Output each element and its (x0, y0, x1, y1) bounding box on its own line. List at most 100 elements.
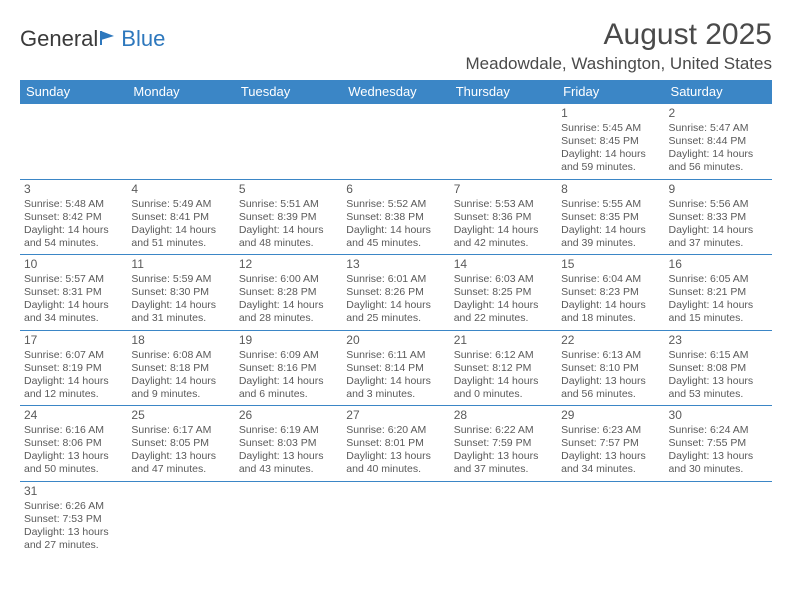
daylight-text: and 25 minutes. (346, 312, 445, 325)
daylight-text: and 0 minutes. (454, 388, 553, 401)
sunrise-text: Sunrise: 6:15 AM (669, 349, 768, 362)
daylight-text: Daylight: 13 hours (561, 375, 660, 388)
calendar-day-cell: 28Sunrise: 6:22 AMSunset: 7:59 PMDayligh… (450, 406, 557, 481)
daylight-text: Daylight: 14 hours (346, 299, 445, 312)
daylight-text: and 12 minutes. (24, 388, 123, 401)
day-number: 18 (131, 333, 230, 348)
sunset-text: Sunset: 8:21 PM (669, 286, 768, 299)
daylight-text: and 50 minutes. (24, 463, 123, 476)
sunrise-text: Sunrise: 5:57 AM (24, 273, 123, 286)
daylight-text: Daylight: 14 hours (346, 375, 445, 388)
calendar-day-cell: 3Sunrise: 5:48 AMSunset: 8:42 PMDaylight… (20, 180, 127, 255)
sunset-text: Sunset: 7:57 PM (561, 437, 660, 450)
logo-text-blue: Blue (121, 26, 165, 52)
daylight-text: Daylight: 13 hours (669, 375, 768, 388)
daylight-text: Daylight: 14 hours (669, 148, 768, 161)
sunset-text: Sunset: 8:30 PM (131, 286, 230, 299)
day-number: 3 (24, 182, 123, 197)
calendar-day-cell: 4Sunrise: 5:49 AMSunset: 8:41 PMDaylight… (127, 180, 234, 255)
weekday-header: Monday (127, 80, 234, 104)
sunrise-text: Sunrise: 6:09 AM (239, 349, 338, 362)
daylight-text: and 40 minutes. (346, 463, 445, 476)
calendar-day-cell: 19Sunrise: 6:09 AMSunset: 8:16 PMDayligh… (235, 331, 342, 406)
day-number: 22 (561, 333, 660, 348)
day-number: 5 (239, 182, 338, 197)
calendar-grid: SundayMondayTuesdayWednesdayThursdayFrid… (20, 80, 772, 556)
calendar-day-cell: 6Sunrise: 5:52 AMSunset: 8:38 PMDaylight… (342, 180, 449, 255)
calendar-day-cell: 29Sunrise: 6:23 AMSunset: 7:57 PMDayligh… (557, 406, 664, 481)
daylight-text: Daylight: 14 hours (669, 224, 768, 237)
calendar-empty-cell (235, 482, 342, 557)
daylight-text: and 6 minutes. (239, 388, 338, 401)
calendar-day-cell: 22Sunrise: 6:13 AMSunset: 8:10 PMDayligh… (557, 331, 664, 406)
sunset-text: Sunset: 7:55 PM (669, 437, 768, 450)
sunrise-text: Sunrise: 6:16 AM (24, 424, 123, 437)
daylight-text: and 31 minutes. (131, 312, 230, 325)
sunrise-text: Sunrise: 5:52 AM (346, 198, 445, 211)
calendar-empty-cell (235, 104, 342, 179)
daylight-text: Daylight: 14 hours (131, 299, 230, 312)
day-number: 20 (346, 333, 445, 348)
sunrise-text: Sunrise: 6:03 AM (454, 273, 553, 286)
day-number: 11 (131, 257, 230, 272)
calendar-empty-cell (557, 482, 664, 557)
sunset-text: Sunset: 8:31 PM (24, 286, 123, 299)
sunset-text: Sunset: 8:12 PM (454, 362, 553, 375)
daylight-text: and 9 minutes. (131, 388, 230, 401)
calendar-empty-cell (450, 104, 557, 179)
sunrise-text: Sunrise: 6:11 AM (346, 349, 445, 362)
weekday-header: Friday (557, 80, 664, 104)
calendar-week-row: 17Sunrise: 6:07 AMSunset: 8:19 PMDayligh… (20, 331, 772, 407)
calendar-day-cell: 17Sunrise: 6:07 AMSunset: 8:19 PMDayligh… (20, 331, 127, 406)
daylight-text: Daylight: 13 hours (131, 450, 230, 463)
daylight-text: Daylight: 13 hours (561, 450, 660, 463)
day-number: 27 (346, 408, 445, 423)
sunrise-text: Sunrise: 6:23 AM (561, 424, 660, 437)
daylight-text: Daylight: 14 hours (561, 224, 660, 237)
calendar-day-cell: 8Sunrise: 5:55 AMSunset: 8:35 PMDaylight… (557, 180, 664, 255)
calendar-day-cell: 21Sunrise: 6:12 AMSunset: 8:12 PMDayligh… (450, 331, 557, 406)
weekday-header: Sunday (20, 80, 127, 104)
sunrise-text: Sunrise: 6:07 AM (24, 349, 123, 362)
calendar-day-cell: 16Sunrise: 6:05 AMSunset: 8:21 PMDayligh… (665, 255, 772, 330)
day-number: 9 (669, 182, 768, 197)
daylight-text: and 34 minutes. (24, 312, 123, 325)
daylight-text: Daylight: 14 hours (24, 299, 123, 312)
sunset-text: Sunset: 8:01 PM (346, 437, 445, 450)
day-number: 16 (669, 257, 768, 272)
daylight-text: Daylight: 14 hours (131, 375, 230, 388)
daylight-text: Daylight: 14 hours (346, 224, 445, 237)
daylight-text: and 43 minutes. (239, 463, 338, 476)
daylight-text: and 30 minutes. (669, 463, 768, 476)
daylight-text: and 53 minutes. (669, 388, 768, 401)
sunset-text: Sunset: 8:26 PM (346, 286, 445, 299)
sunrise-text: Sunrise: 6:01 AM (346, 273, 445, 286)
calendar-empty-cell (127, 482, 234, 557)
month-title: August 2025 (466, 18, 773, 52)
daylight-text: and 54 minutes. (24, 237, 123, 250)
sunset-text: Sunset: 8:06 PM (24, 437, 123, 450)
day-number: 4 (131, 182, 230, 197)
daylight-text: and 51 minutes. (131, 237, 230, 250)
calendar-week-row: 3Sunrise: 5:48 AMSunset: 8:42 PMDaylight… (20, 180, 772, 256)
day-number: 24 (24, 408, 123, 423)
sunrise-text: Sunrise: 6:08 AM (131, 349, 230, 362)
sunset-text: Sunset: 8:08 PM (669, 362, 768, 375)
page-header: General Blue August 2025 Meadowdale, Was… (20, 18, 772, 74)
sunset-text: Sunset: 8:05 PM (131, 437, 230, 450)
day-number: 10 (24, 257, 123, 272)
daylight-text: and 22 minutes. (454, 312, 553, 325)
location-subtitle: Meadowdale, Washington, United States (466, 54, 773, 74)
daylight-text: and 3 minutes. (346, 388, 445, 401)
sunset-text: Sunset: 7:59 PM (454, 437, 553, 450)
daylight-text: Daylight: 14 hours (24, 375, 123, 388)
calendar-day-cell: 18Sunrise: 6:08 AMSunset: 8:18 PMDayligh… (127, 331, 234, 406)
daylight-text: and 37 minutes. (454, 463, 553, 476)
day-number: 29 (561, 408, 660, 423)
sunset-text: Sunset: 8:23 PM (561, 286, 660, 299)
calendar-week-row: 31Sunrise: 6:26 AMSunset: 7:53 PMDayligh… (20, 482, 772, 557)
daylight-text: and 18 minutes. (561, 312, 660, 325)
daylight-text: Daylight: 13 hours (454, 450, 553, 463)
day-number: 14 (454, 257, 553, 272)
sunset-text: Sunset: 8:18 PM (131, 362, 230, 375)
